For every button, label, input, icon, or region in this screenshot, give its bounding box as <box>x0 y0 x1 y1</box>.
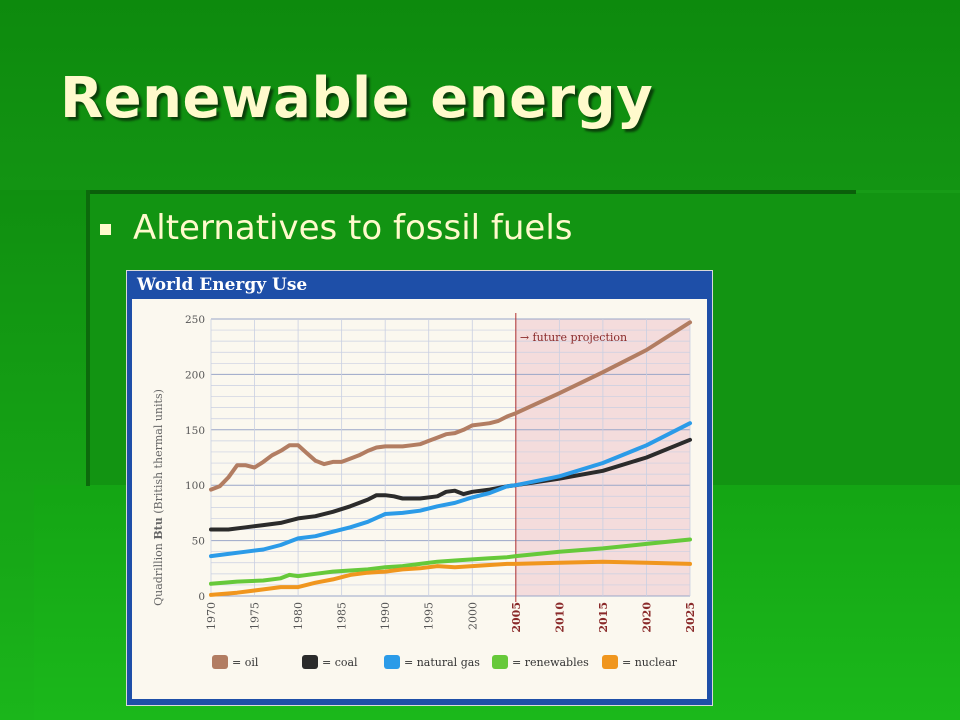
bullet-item: Alternatives to fossil fuels <box>100 208 573 248</box>
x-tick-label: 2015 <box>597 602 610 633</box>
legend-swatch <box>302 655 318 669</box>
series-line-0 <box>209 320 692 492</box>
chart-panel: → future projection 0 50 100 150 200 250 1970 19… <box>132 299 707 699</box>
y-tick-label: 50 <box>192 536 205 548</box>
series-line-4 <box>209 559 692 597</box>
legend-label: = renewables <box>512 656 589 669</box>
header-background <box>0 0 960 190</box>
x-tick-label: 2005 <box>510 602 523 633</box>
chart-frame: World Energy Use → future projection 0 50 1… <box>126 270 713 706</box>
x-tick-label: 2010 <box>553 602 566 633</box>
horizontal-divider <box>90 190 856 194</box>
x-tick-label: 1980 <box>292 602 305 630</box>
x-tick-label: 1990 <box>379 602 392 630</box>
series-line-3 <box>209 537 692 586</box>
legend-swatch <box>602 655 618 669</box>
slide-title: Renewable energy <box>60 66 654 131</box>
annotation-future-projection: → future projection <box>520 331 627 344</box>
y-tick-label: 200 <box>185 369 205 381</box>
legend-swatch <box>212 655 228 669</box>
series-lines <box>209 320 692 597</box>
axes: → future projection 0 50 100 150 200 250 1970 19… <box>152 314 697 633</box>
x-tick-label: 1970 <box>205 602 218 630</box>
legend-swatch <box>492 655 508 669</box>
y-tick-label: 150 <box>185 425 205 437</box>
legend: = oil = coal = natural gas = renewables = nu… <box>212 655 678 669</box>
x-tick-label: 2020 <box>640 602 653 633</box>
vertical-divider <box>86 190 90 486</box>
legend-label: = natural gas <box>404 656 480 669</box>
y-tick-label: 100 <box>185 480 205 492</box>
x-tick-label: 1995 <box>423 602 436 630</box>
series-line-2 <box>209 421 692 559</box>
x-tick-label: 2000 <box>466 602 479 630</box>
x-tick-label: 1985 <box>336 602 349 630</box>
legend-label: = nuclear <box>622 656 678 669</box>
y-axis-label: Quadrillion Btu (British thermal units) <box>152 389 165 606</box>
legend-label: = coal <box>322 656 358 669</box>
y-tick-label: 250 <box>185 314 205 326</box>
legend-swatch <box>384 655 400 669</box>
square-bullet-icon <box>100 223 111 235</box>
world-energy-chart: → future projection 0 50 100 150 200 250 1970 19… <box>152 313 697 669</box>
bullet-text: Alternatives to fossil fuels <box>133 208 573 248</box>
chart-title: World Energy Use <box>137 275 308 295</box>
x-tick-label: 2025 <box>684 602 697 633</box>
legend-label: = oil <box>232 656 259 669</box>
x-tick-label: 1975 <box>249 602 262 630</box>
y-tick-label: 0 <box>198 591 205 603</box>
